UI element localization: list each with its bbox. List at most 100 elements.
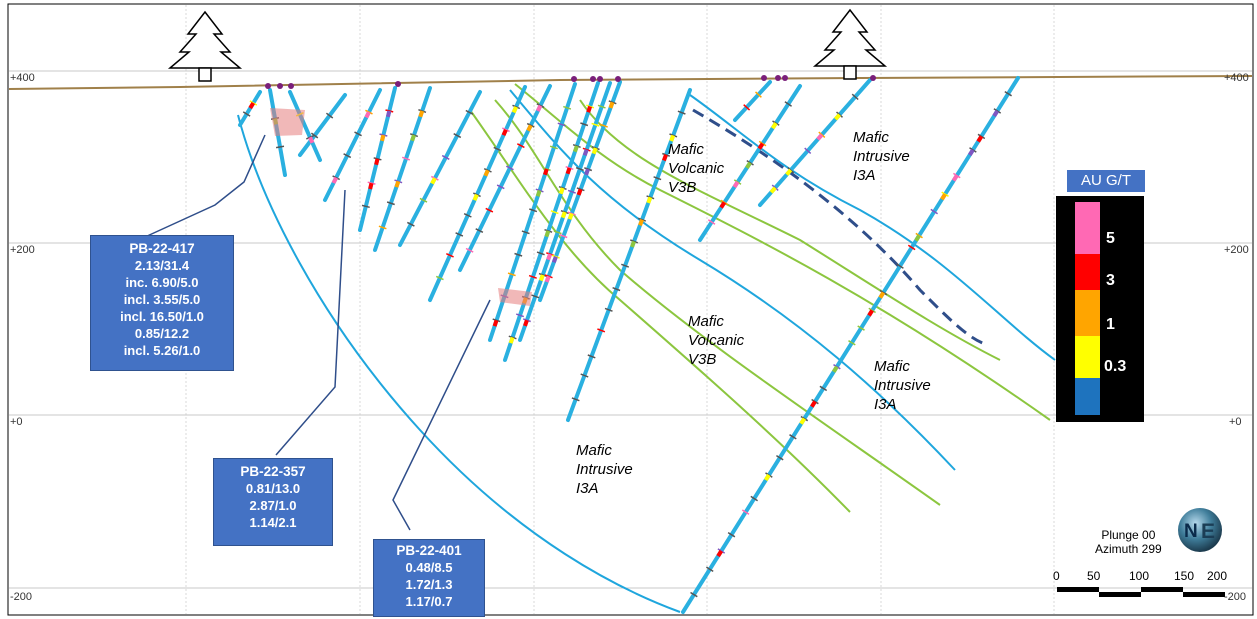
legend-swatch-pink (1075, 202, 1100, 254)
assay-interval (799, 417, 806, 425)
assay-tick (401, 156, 411, 161)
assay-tick (677, 110, 686, 115)
assay-interval (586, 105, 592, 113)
assay-interval (576, 188, 583, 196)
assay-interval (646, 196, 653, 204)
assay-interval (662, 154, 668, 162)
assay-tick (717, 548, 726, 554)
tree-icon (812, 8, 888, 80)
assay-interval (914, 234, 921, 242)
assay-interval (492, 319, 499, 327)
elevation-label-right: +400 (1224, 72, 1249, 84)
callout-intercept: 1.17/0.7 (405, 594, 453, 609)
assay-interval (968, 148, 975, 157)
unit-label-line: Intrusive (874, 377, 931, 394)
assay-tick (771, 184, 779, 191)
assay-interval (410, 134, 416, 142)
assay-tick (526, 122, 535, 128)
tree-icon (167, 10, 243, 82)
assay-tick (591, 145, 600, 151)
assay-interval (769, 186, 777, 194)
assay-tick (516, 143, 525, 149)
assay-tick (746, 159, 754, 166)
assay-interval (630, 240, 636, 248)
assay-tick (576, 187, 585, 192)
assay-tick (868, 307, 877, 314)
assay-interval (591, 147, 598, 155)
assay-tick (754, 91, 762, 98)
legend-title: AU G/T (1067, 170, 1145, 192)
assay-interval (573, 145, 579, 153)
assay-tick (597, 328, 606, 333)
assay-interval (544, 275, 551, 283)
assay-tick (505, 165, 514, 171)
assay-interval (816, 133, 824, 141)
assay-tick (553, 230, 562, 235)
assay-tick (529, 208, 538, 213)
unit-label-line: Intrusive (576, 461, 633, 478)
assay-tick (485, 207, 494, 213)
drillhole-callout-pb-22-417: PB-22-417 2.13/31.4 inc. 6.90/5.0 incl. … (90, 235, 234, 371)
assay-tick (789, 434, 797, 440)
legend-swatch-blue (1075, 378, 1100, 415)
unit-label-line: I3A (576, 480, 599, 497)
assay-tick (580, 122, 589, 127)
callout-intercept: inc. 6.90/5.0 (125, 275, 199, 290)
assay-interval (526, 124, 533, 132)
callout-title: PB-22-401 (396, 543, 462, 558)
assay-tick (750, 495, 759, 502)
assay-tick (851, 93, 859, 101)
assay-interval (543, 168, 549, 176)
assay-tick (430, 175, 439, 181)
legend-swatch-red (1075, 254, 1100, 290)
assay-interval (380, 134, 386, 142)
assay-tick (993, 108, 1002, 114)
assay-tick (646, 195, 655, 200)
assay-tick (707, 219, 716, 225)
assay-interval (834, 113, 841, 121)
unit-label-line: V3B (668, 179, 697, 196)
assay-tick (653, 176, 662, 181)
assay-tick (512, 104, 521, 110)
assay-tick (1004, 90, 1012, 97)
assay-tick (465, 247, 474, 253)
unit-label-line: I3A (853, 167, 876, 184)
assay-interval (483, 169, 490, 177)
assay-tick (306, 135, 314, 140)
unit-label-mafic-intrusive: Mafic Intrusive I3A (576, 441, 633, 498)
assay-interval (535, 189, 542, 197)
assay-interval (501, 128, 508, 137)
assay-tick (475, 228, 484, 233)
callout-intercept: 0.48/8.5 (405, 560, 453, 575)
assay-tick (501, 127, 510, 133)
callout-intercept: 0.85/12.2 (134, 326, 190, 341)
drillhole-callout-pb-22-401: PB-22-401 0.48/8.5 1.72/1.3 1.17/0.7 (373, 539, 485, 617)
azimuth-text: Azimuth 299 (1095, 542, 1162, 556)
assay-interval (785, 168, 793, 176)
assay-tick (743, 104, 751, 111)
fault-trace (692, 108, 989, 347)
assay-interval (582, 148, 589, 156)
unit-label-line: Mafic (576, 442, 612, 459)
callout-intercept: 1.14/2.1 (249, 515, 297, 530)
legend-value: 5 (1106, 230, 1115, 247)
assay-interval (508, 336, 515, 344)
assay-tick (621, 263, 630, 268)
drillhole-collars (265, 75, 876, 89)
assay-tick (563, 105, 572, 110)
assay-tick (930, 208, 939, 215)
assay-interval (745, 161, 752, 169)
assay-tick (571, 397, 580, 402)
assay-tick (536, 251, 545, 256)
assay-interval (523, 319, 529, 327)
assay-tick (915, 232, 923, 239)
drillhole-callout-pb-22-357: PB-22-357 0.81/13.0 2.87/1.0 1.14/2.1 (213, 458, 333, 546)
assay-tick (406, 221, 415, 227)
assay-tick (465, 109, 474, 115)
assay-interval (551, 255, 558, 264)
assay-interval (992, 109, 999, 118)
assay-interval (567, 212, 574, 220)
assay-tick (445, 253, 454, 258)
callout-intercept: incl. 3.55/5.0 (123, 292, 201, 307)
